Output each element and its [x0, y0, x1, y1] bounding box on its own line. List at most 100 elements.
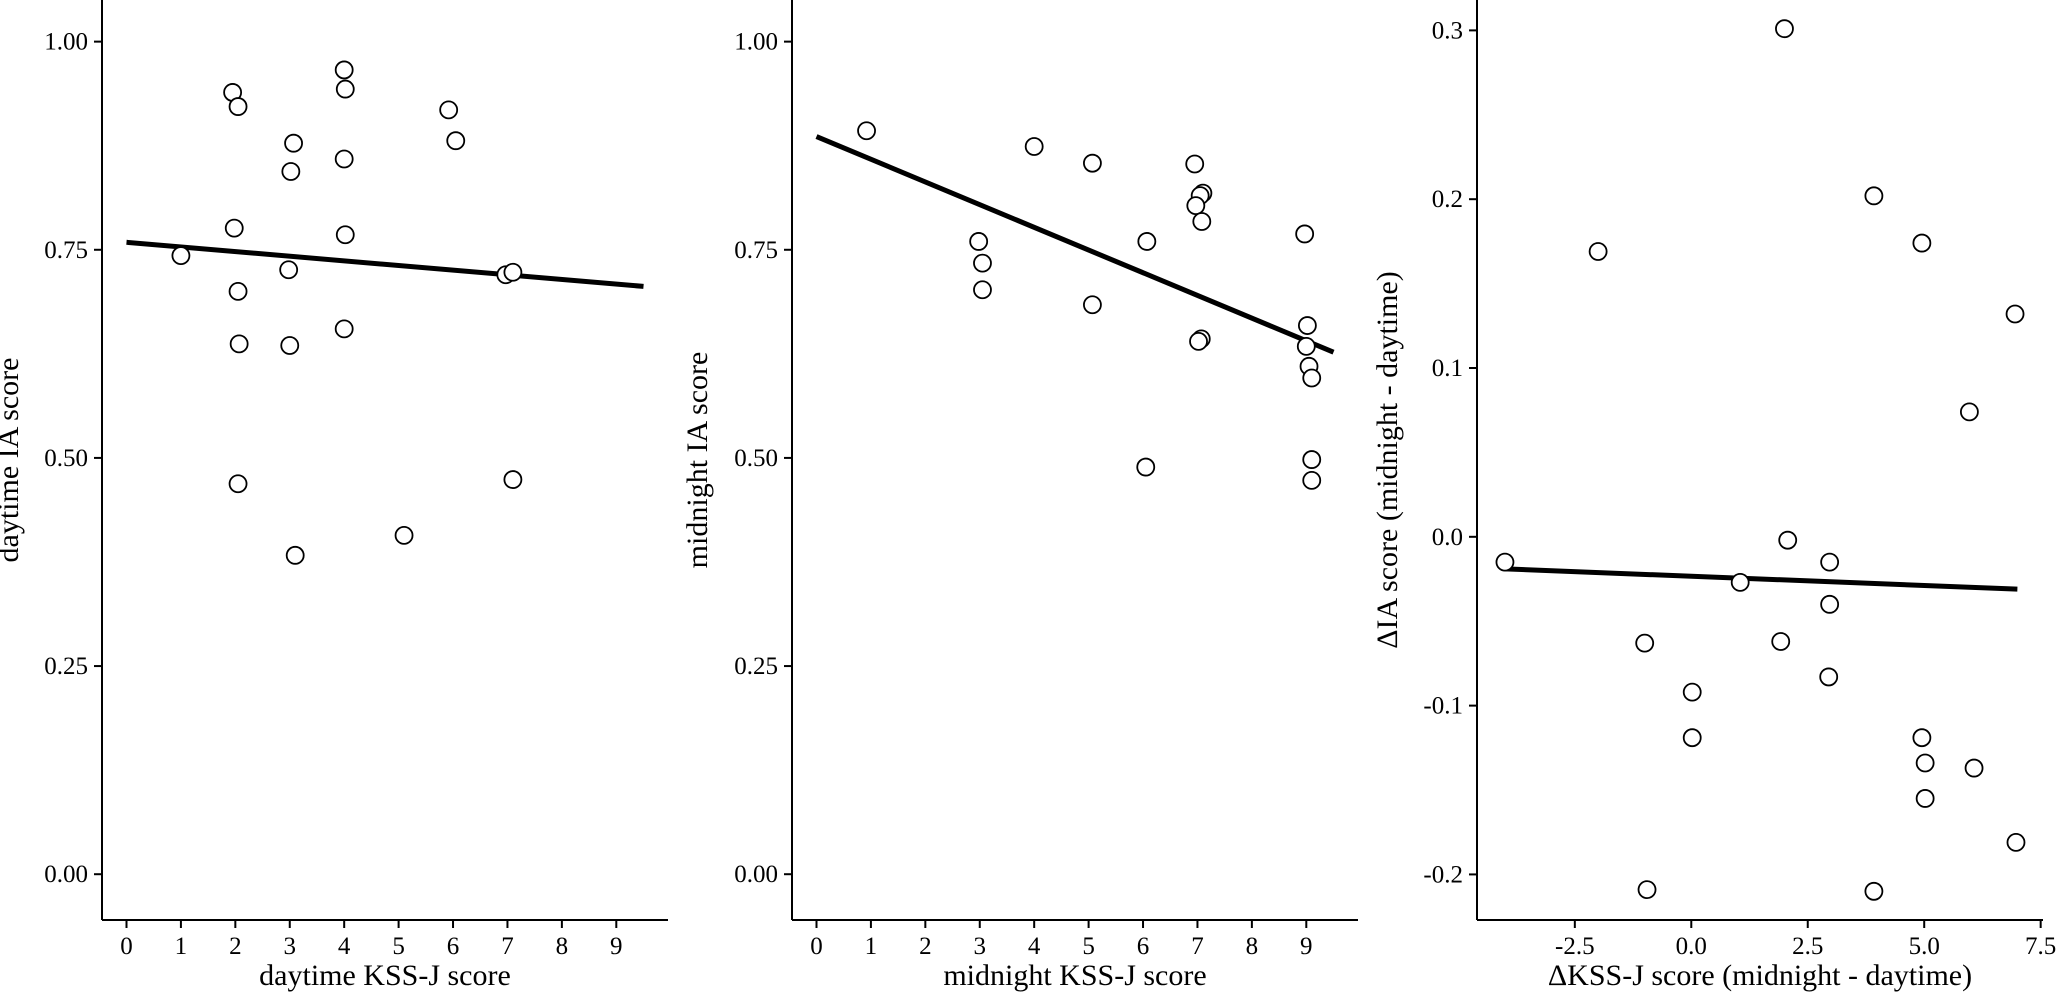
data-point	[1912, 233, 1932, 253]
data-point	[1137, 232, 1157, 251]
data-point	[1588, 242, 1608, 261]
regression-line	[1504, 566, 2018, 592]
panel-3: -0.2 -0.1 0.0 0.1 0.2 0.3 -2.5 0.0 2.5 5.0 7.5 ΔKSS…	[1371, 0, 2056, 992]
data-point	[334, 60, 354, 80]
data-point	[1495, 552, 1515, 572]
regression-line	[815, 134, 1335, 355]
y-tick-label: 0.25	[44, 653, 88, 680]
x-tick-label: 6	[447, 933, 460, 960]
x-tick-label: 2.5	[1792, 933, 1823, 960]
x-tick-label: 6	[1137, 933, 1150, 960]
data-point	[2006, 832, 2026, 852]
x-tick-label: 9	[1300, 933, 1313, 960]
y-tick-label: 0.50	[44, 445, 88, 472]
data-point	[1915, 753, 1935, 773]
x-tick-label: 3	[974, 933, 987, 960]
data-point	[228, 474, 248, 494]
x-tick-label: 8	[556, 933, 569, 960]
data-point	[1964, 758, 1984, 778]
y-tick-label: -0.1	[1423, 693, 1463, 720]
data-point	[439, 100, 459, 120]
data-point	[1915, 789, 1935, 808]
y-tick-label: 1.00	[44, 29, 88, 56]
y-tick-label: 0.3	[1432, 17, 1463, 44]
y-tick-label: 0.1	[1432, 355, 1463, 382]
x-tick-label: 3	[284, 933, 297, 960]
x-tick-label: 4	[338, 933, 351, 960]
data-point	[1297, 316, 1317, 335]
data-point	[1186, 196, 1206, 216]
panel-1: 0.00 0.25 0.50 0.75 1.00 0 1 2 3 4 5 6 7 8 9 daytime KS…	[0, 0, 668, 992]
data-point	[1024, 137, 1044, 156]
data-point	[1302, 368, 1322, 388]
x-tick-label: -2.5	[1555, 933, 1595, 960]
data-point	[1730, 572, 1750, 592]
data-point	[394, 525, 414, 545]
data-point	[1864, 186, 1884, 206]
x-axis-title: daytime KSS-J score	[259, 959, 511, 992]
data-point	[1775, 19, 1794, 39]
data-point	[503, 262, 523, 282]
x-tick-label: 5	[392, 933, 405, 960]
data-point	[224, 218, 244, 238]
data-point	[228, 97, 248, 116]
data-point	[1819, 667, 1839, 687]
data-point	[1295, 224, 1315, 244]
x-tick-label: 2	[919, 933, 932, 960]
data-point	[973, 253, 992, 273]
data-point	[335, 225, 355, 245]
data-point	[503, 470, 523, 489]
x-tick-label: 4	[1028, 933, 1041, 960]
x-tick-label: 0	[120, 933, 133, 960]
data-point	[1302, 450, 1322, 469]
data-point	[1083, 295, 1102, 315]
data-point	[1959, 402, 1979, 422]
x-tick-label: 0	[810, 933, 823, 960]
x-tick-label: 1	[175, 933, 188, 960]
x-tick-label: 7	[501, 933, 514, 960]
x-tick-label: 7.5	[2025, 933, 2056, 960]
x-tick-label: 9	[610, 933, 623, 960]
data-point	[1136, 457, 1156, 477]
y-tick-label: -0.2	[1423, 861, 1463, 888]
data-point	[1771, 632, 1791, 651]
y-tick-label: 0.50	[734, 445, 778, 472]
data-point	[279, 260, 299, 280]
data-point	[1682, 728, 1702, 748]
data-point	[1864, 881, 1884, 901]
data-point	[1682, 682, 1702, 702]
data-point	[969, 232, 989, 251]
data-point	[229, 334, 249, 354]
x-tick-label: 5.0	[1909, 933, 1940, 960]
data-point	[1296, 336, 1316, 356]
x-tick-label: 2	[229, 933, 242, 960]
data-point	[1637, 880, 1657, 900]
data-point	[1820, 594, 1840, 614]
x-tick-label: 8	[1246, 933, 1259, 960]
y-tick-label: 0.75	[734, 237, 778, 264]
y-tick-label: 0.0	[1432, 524, 1463, 551]
y-axis-title: daytime IA score	[0, 358, 25, 563]
y-tick-label: 0.00	[44, 861, 88, 888]
y-tick-label: 0.25	[734, 653, 778, 680]
data-point	[2005, 304, 2025, 324]
data-point	[1302, 470, 1322, 490]
y-tick-label: 1.00	[734, 29, 778, 56]
data-point	[171, 246, 191, 266]
data-point	[1912, 728, 1932, 748]
data-point	[1189, 331, 1208, 351]
data-point	[1083, 153, 1102, 173]
data-point	[1192, 212, 1212, 231]
data-point	[228, 282, 248, 301]
data-point	[973, 280, 992, 300]
data-point	[285, 545, 305, 565]
panel-2: 0.00 0.25 0.50 0.75 1.00 0 1 2 3 4 5 6 7 8 9 midnight K…	[681, 0, 1358, 992]
data-point	[284, 133, 303, 153]
x-tick-label: 0.0	[1676, 933, 1707, 960]
x-axis-title: midnight KSS-J score	[943, 959, 1206, 992]
regression-line	[126, 239, 644, 289]
y-axis-title: midnight IA score	[681, 352, 714, 569]
data-point	[1820, 552, 1840, 572]
x-tick-label: 1	[865, 933, 878, 960]
x-tick-label: 5	[1082, 933, 1095, 960]
